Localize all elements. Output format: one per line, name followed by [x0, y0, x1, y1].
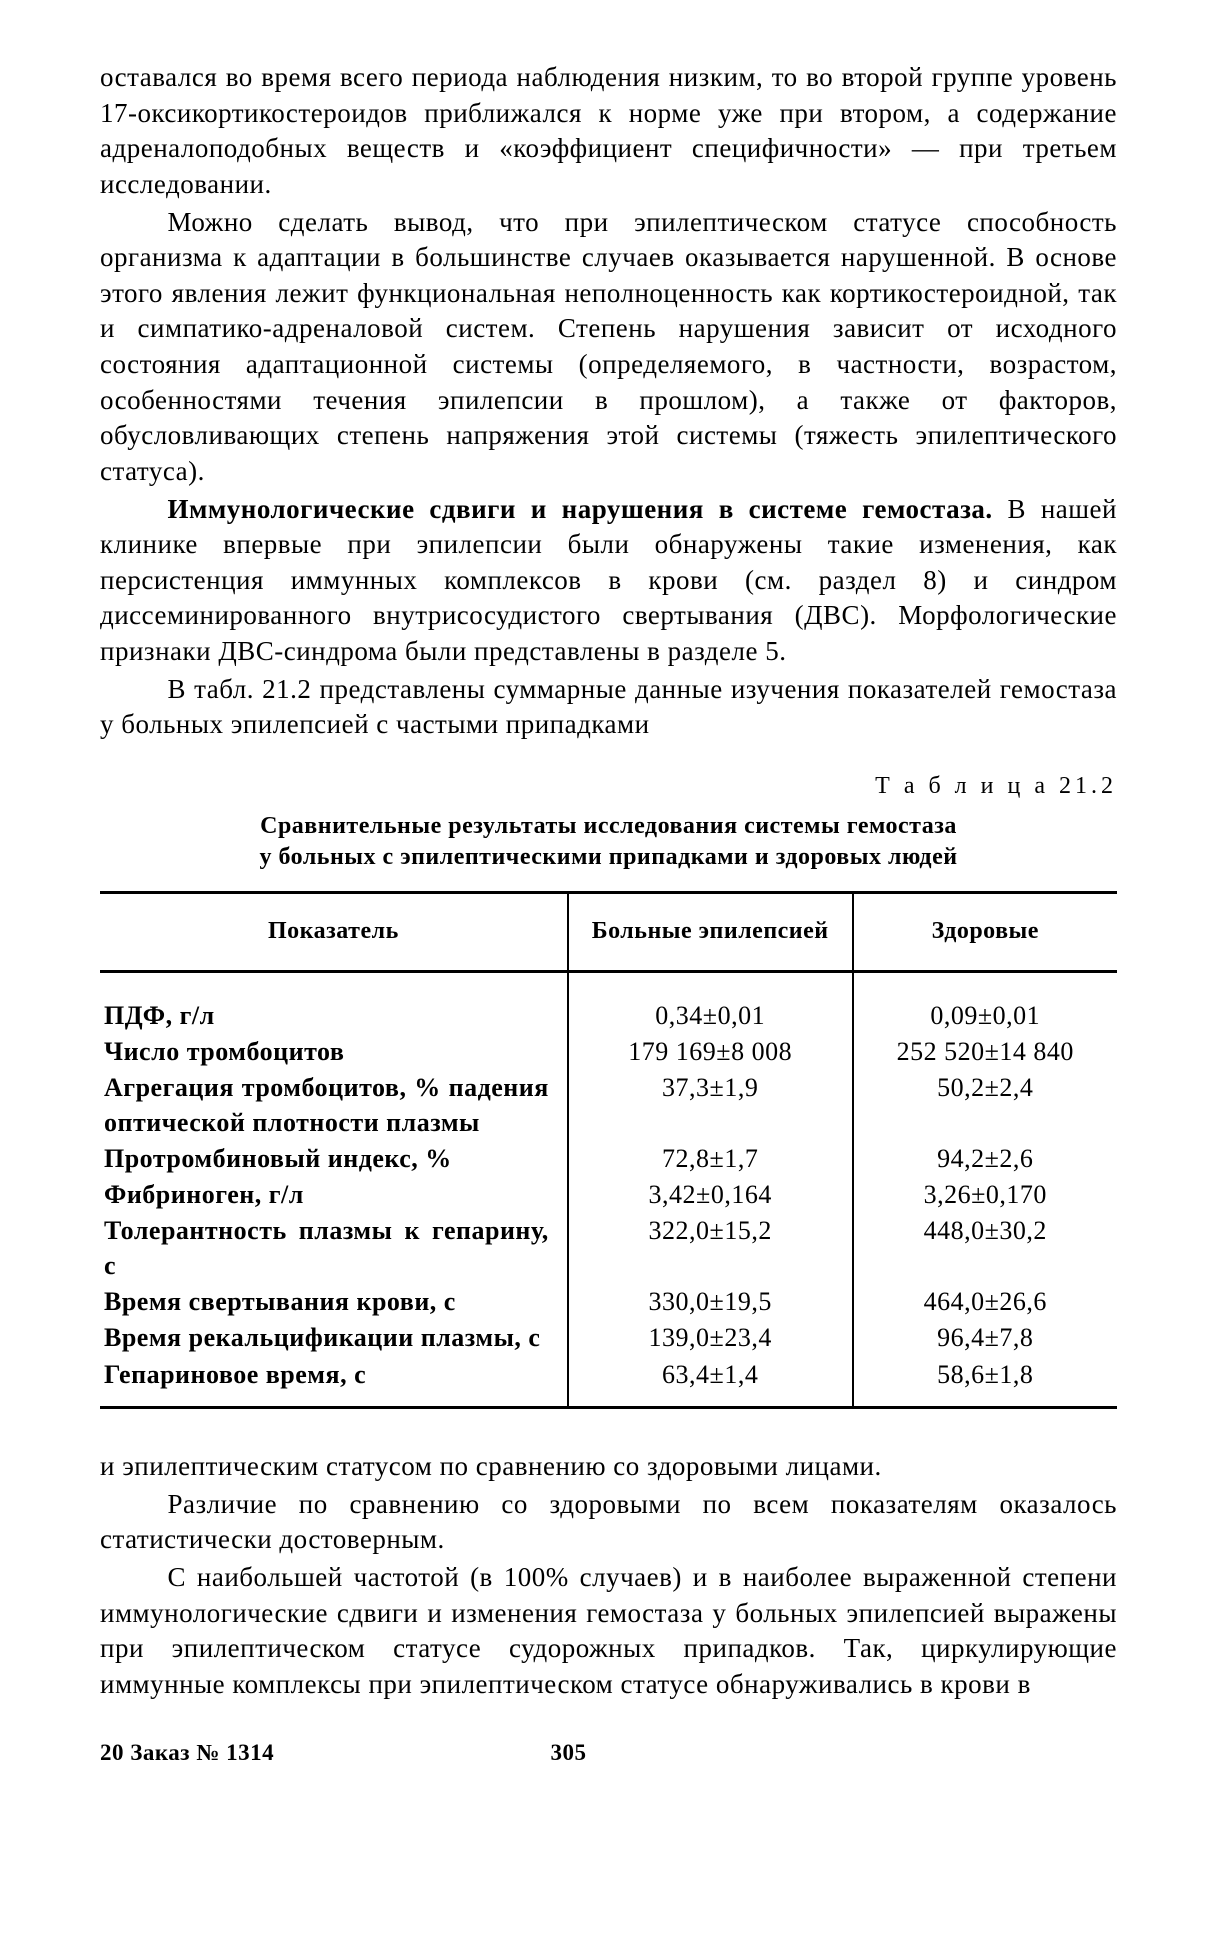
table-row-label: Фибриноген, г/л	[100, 1177, 568, 1213]
data-table: ПоказательБольные эпилепсиейЗдоровые ПДФ…	[100, 891, 1117, 1409]
table-cell: 464,0±26,6	[853, 1284, 1117, 1320]
table-cell: 58,6±1,8	[853, 1357, 1117, 1408]
table-row-label: Толерантность плазмы к гепарину, с	[100, 1213, 568, 1284]
table-cell: 0,34±0,01	[568, 971, 853, 1034]
table-cell: 63,4±1,4	[568, 1357, 853, 1408]
table-caption: Сравнительные результаты исследования си…	[100, 811, 1117, 873]
table-row-label: Время свертывания крови, с	[100, 1284, 568, 1320]
paragraph: Различие по сравнению со здоровыми по вс…	[100, 1487, 1117, 1558]
table-cell: 72,8±1,7	[568, 1141, 853, 1177]
table-row: Толерантность плазмы к гепарину, с322,0±…	[100, 1213, 1117, 1284]
table-cell: 448,0±30,2	[853, 1213, 1117, 1284]
body-text-before-table: оставался во время всего периода наблюде…	[100, 60, 1117, 743]
page-footer: 20 Заказ № 1314 305 20 Заказ № 1314	[100, 1738, 1117, 1768]
paragraph: С наибольшей частотой (в 100% случаев) и…	[100, 1560, 1117, 1703]
table-cell: 50,2±2,4	[853, 1070, 1117, 1141]
paragraph: оставался во время всего периода наблюде…	[100, 60, 1117, 203]
table-cell: 330,0±19,5	[568, 1284, 853, 1320]
table-row: Гепариновое время, с63,4±1,458,6±1,8	[100, 1357, 1117, 1408]
page-number: 305	[551, 1738, 587, 1768]
paragraph: и эпилептическим статусом по сравнению с…	[100, 1449, 1117, 1485]
table-header-cell: Больные эпилепсией	[568, 892, 853, 971]
table-cell: 94,2±2,6	[853, 1141, 1117, 1177]
table-row: Время свертывания крови, с330,0±19,5464,…	[100, 1284, 1117, 1320]
table-row: Число тромбоцитов179 169±8 008252 520±14…	[100, 1034, 1117, 1070]
table-row-label: Агрегация тромбоцитов, % падения оптичес…	[100, 1070, 568, 1141]
table-label: Т а б л и ц а 21.2	[100, 771, 1117, 803]
table-row: Время рекальцификации плазмы, с139,0±23,…	[100, 1320, 1117, 1356]
table-row-label: Число тромбоцитов	[100, 1034, 568, 1070]
table-row: Протромбиновый индекс, %72,8±1,794,2±2,6	[100, 1141, 1117, 1177]
body-text-after-table: и эпилептическим статусом по сравнению с…	[100, 1449, 1117, 1702]
table-row: ПДФ, г/л0,34±0,010,09±0,01	[100, 971, 1117, 1034]
footer-left: 20 Заказ № 1314	[100, 1738, 274, 1768]
table-cell: 0,09±0,01	[853, 971, 1117, 1034]
table-header-row: ПоказательБольные эпилепсиейЗдоровые	[100, 892, 1117, 971]
table-cell: 322,0±15,2	[568, 1213, 853, 1284]
table-row: Агрегация тромбоцитов, % падения оптичес…	[100, 1070, 1117, 1141]
table-body: ПДФ, г/л0,34±0,010,09±0,01Число тромбоци…	[100, 971, 1117, 1407]
table-row: Фибриноген, г/л3,42±0,1643,26±0,170	[100, 1177, 1117, 1213]
table-cell: 179 169±8 008	[568, 1034, 853, 1070]
table-header-cell: Здоровые	[853, 892, 1117, 971]
table-row-label: Время рекальцификации плазмы, с	[100, 1320, 568, 1356]
table-cell: 139,0±23,4	[568, 1320, 853, 1356]
table-cell: 37,3±1,9	[568, 1070, 853, 1141]
table-cell: 3,42±0,164	[568, 1177, 853, 1213]
table-row-label: ПДФ, г/л	[100, 971, 568, 1034]
table-row-label: Протромбиновый индекс, %	[100, 1141, 568, 1177]
paragraph: Иммунологические сдвиги и нарушения в си…	[100, 492, 1117, 670]
table-cell: 252 520±14 840	[853, 1034, 1117, 1070]
paragraph: В табл. 21.2 представлены суммарные данн…	[100, 672, 1117, 743]
page: оставался во время всего периода наблюде…	[0, 0, 1212, 1943]
table-cell: 3,26±0,170	[853, 1177, 1117, 1213]
paragraph: Можно сделать вывод, что при эпилептичес…	[100, 205, 1117, 490]
table-row-label: Гепариновое время, с	[100, 1357, 568, 1408]
table-cell: 96,4±7,8	[853, 1320, 1117, 1356]
table-header-cell: Показатель	[100, 892, 568, 971]
